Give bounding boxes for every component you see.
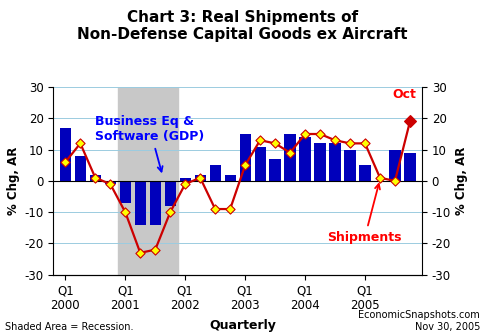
Point (256, 138, 263, 143)
Text: Shipments: Shipments (327, 184, 401, 244)
Bar (359, 165, 370, 181)
Bar (149, 181, 161, 225)
Bar (329, 143, 340, 181)
Bar (254, 146, 265, 181)
Bar (239, 134, 250, 181)
Bar (194, 175, 205, 181)
Bar (118, 87, 177, 275)
Bar (314, 143, 325, 181)
Point (241, 162, 248, 168)
Bar (344, 150, 355, 181)
Point (106, 181, 114, 187)
Point (121, 209, 129, 215)
Point (390, 178, 398, 184)
Bar (299, 137, 310, 181)
Y-axis label: % Chg, AR: % Chg, AR (454, 147, 467, 215)
Point (76, 141, 84, 146)
Point (346, 141, 353, 146)
Point (361, 141, 368, 146)
Bar (135, 181, 146, 225)
Bar (179, 178, 190, 181)
Bar (284, 134, 295, 181)
Point (211, 206, 219, 212)
Bar (224, 175, 235, 181)
Bar (75, 156, 86, 181)
Point (91, 175, 99, 181)
Point (331, 138, 338, 143)
Point (301, 131, 308, 137)
Text: Quarterly: Quarterly (209, 319, 275, 332)
Y-axis label: % Chg, AR: % Chg, AR (7, 147, 20, 215)
Bar (90, 175, 101, 181)
Bar (120, 181, 131, 203)
Point (151, 247, 159, 252)
Point (136, 250, 144, 256)
Bar (404, 153, 415, 181)
Point (181, 181, 189, 187)
Text: EconomicSnapshots.com
Nov 30, 2005: EconomicSnapshots.com Nov 30, 2005 (358, 310, 479, 332)
Point (286, 150, 293, 155)
Point (61, 159, 69, 165)
Point (271, 141, 278, 146)
Text: Shaded Area = Recession.: Shaded Area = Recession. (5, 322, 133, 332)
Text: Chart 3: Real Shipments of
Non-Defense Capital Goods ex Aircraft: Chart 3: Real Shipments of Non-Defense C… (77, 10, 407, 43)
Bar (164, 181, 176, 206)
Bar (209, 165, 220, 181)
Point (226, 206, 234, 212)
Point (196, 175, 204, 181)
Bar (60, 128, 71, 181)
Point (375, 175, 383, 181)
Point (405, 119, 413, 124)
Point (316, 131, 323, 137)
Bar (389, 150, 400, 181)
Bar (105, 181, 116, 184)
Text: Oct: Oct (391, 88, 415, 101)
Text: Business Eq &
Software (GDP): Business Eq & Software (GDP) (95, 115, 204, 172)
Point (166, 209, 174, 215)
Bar (269, 159, 280, 181)
